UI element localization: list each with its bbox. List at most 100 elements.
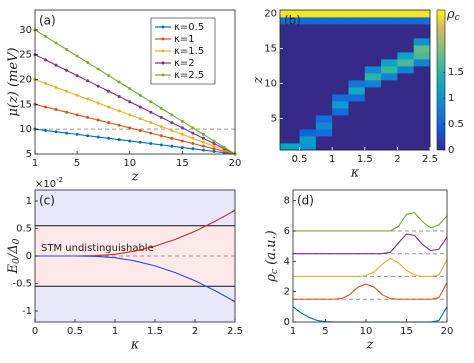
- point: [138, 93, 142, 97]
- point: [65, 110, 69, 114]
- x-tick-label: 2.5: [422, 154, 438, 165]
- annotation: STM undistinguishable: [41, 243, 154, 254]
- heatmap-cell: [364, 31, 382, 39]
- heatmap-cell: [413, 66, 431, 74]
- point: [75, 93, 79, 97]
- heatmap-cell: [332, 143, 349, 151]
- heatmap-cell: [283, 24, 300, 32]
- heatmap-cell: [348, 80, 366, 88]
- heatmap-cell: [348, 17, 366, 25]
- heatmap-cell: [299, 129, 317, 137]
- heatmap-cell: [413, 94, 431, 102]
- heatmap-cell: [381, 129, 398, 137]
- legend-label: κ=2.5: [174, 70, 204, 81]
- heatmap-cell: [348, 24, 366, 32]
- heatmap-cell: [413, 73, 431, 81]
- heatmap-cell: [332, 122, 349, 130]
- point: [212, 142, 216, 146]
- heatmap-cell: [413, 129, 431, 137]
- heatmap-cell: [315, 115, 333, 123]
- heatmap-cell: [348, 129, 366, 137]
- y-axis-label-part: E: [6, 263, 21, 274]
- heatmap-cell: [299, 87, 317, 95]
- heatmap-cell: [397, 24, 415, 32]
- axis-multiplier-part: -2: [56, 176, 63, 184]
- x-axis-label: κ: [130, 338, 140, 353]
- point: [180, 132, 184, 136]
- point: [212, 144, 216, 148]
- heatmap-cell: [348, 136, 366, 144]
- heatmap-cell: [348, 122, 366, 130]
- heatmap-cell: [397, 45, 415, 53]
- heatmap-cell: [315, 143, 333, 151]
- heatmap-cell: [364, 80, 382, 88]
- y-axis-label: μ(z) (meV): [6, 47, 21, 116]
- heatmap-cell: [397, 31, 415, 39]
- y-tick-label: 25: [19, 50, 32, 61]
- heatmap-cell: [364, 17, 382, 25]
- heatmap-cell: [283, 38, 300, 46]
- panel-label: (b): [284, 14, 301, 28]
- heatmap-cell: [299, 80, 317, 88]
- point: [191, 131, 195, 135]
- series-line: [293, 282, 448, 300]
- heatmap-cell: [315, 94, 333, 102]
- heatmap-cell: [381, 31, 398, 39]
- heatmap-cell: [283, 66, 300, 74]
- heatmap-cell: [332, 136, 349, 144]
- y-tick-label: 1: [26, 196, 32, 207]
- colorbar-tick-label: 1: [448, 93, 454, 104]
- heatmap-cell: [315, 38, 333, 46]
- heatmap-cell: [397, 73, 415, 81]
- heatmap-cell: [397, 101, 415, 109]
- heatmap-cell: [283, 59, 300, 67]
- point: [86, 97, 90, 101]
- y-tick-label: 30: [19, 25, 32, 36]
- heatmap-cell: [364, 129, 382, 137]
- series-line: [34, 29, 236, 155]
- heatmap-cell: [299, 94, 317, 102]
- series-line: [34, 128, 236, 155]
- point: [117, 138, 121, 142]
- point: [170, 113, 174, 117]
- heatmap-cell: [413, 31, 431, 39]
- point: [201, 144, 205, 148]
- point: [212, 147, 216, 151]
- axes-frame: [292, 189, 448, 323]
- point: [44, 128, 48, 132]
- point: [201, 140, 205, 144]
- heatmap-cell: [315, 122, 333, 130]
- heatmap-cell: [315, 108, 333, 116]
- series-line: [293, 233, 448, 255]
- point: [44, 34, 48, 38]
- heatmap-cell: [299, 10, 317, 18]
- y-tick-label: 0: [284, 317, 290, 328]
- y-axis-label: z: [251, 76, 266, 84]
- point: [159, 143, 163, 147]
- heatmap-cell: [280, 73, 284, 81]
- heatmap-cell: [413, 143, 431, 151]
- heatmap-cell: [280, 87, 284, 95]
- heatmap-cell: [381, 101, 398, 109]
- heatmap-cell: [381, 38, 398, 46]
- heatmap-cell: [332, 129, 349, 137]
- series-line: [293, 212, 448, 232]
- x-axis-label: z: [366, 338, 374, 353]
- point: [138, 117, 142, 121]
- x-tick-label: 15: [400, 326, 413, 337]
- heatmap-cell: [299, 122, 317, 130]
- point: [201, 136, 205, 140]
- heatmap-cell: [397, 38, 415, 46]
- heatmap-cell: [332, 87, 349, 95]
- heatmap-cell: [280, 108, 284, 116]
- heatmap-cell: [299, 52, 317, 60]
- heatmap-cell: [299, 17, 317, 25]
- heatmap-cell: [332, 17, 349, 25]
- heatmap-cell: [381, 10, 398, 18]
- heatmap-cell: [299, 136, 317, 144]
- heatmap-cell: [332, 10, 349, 18]
- point: [117, 109, 121, 113]
- x-tick-label: 15: [176, 158, 189, 169]
